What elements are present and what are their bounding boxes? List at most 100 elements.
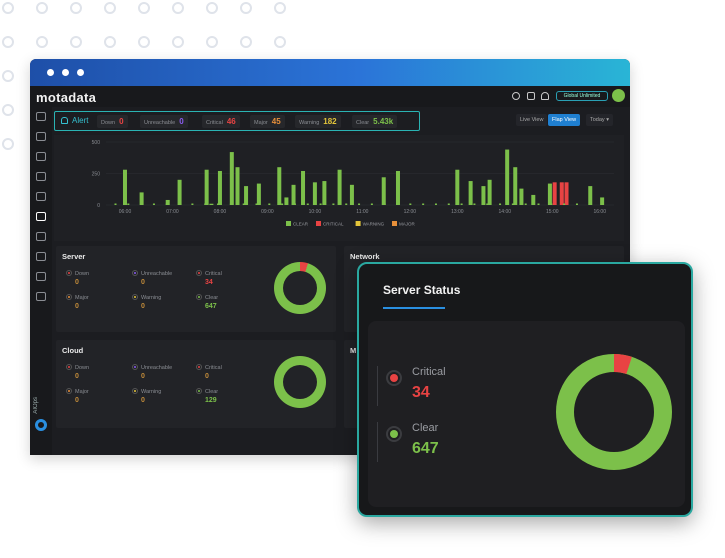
chart-icon[interactable]: [36, 152, 46, 161]
chart-bar: [217, 170, 222, 205]
time-range-select[interactable]: Today ▾: [586, 114, 613, 126]
bell-icon[interactable]: [541, 92, 549, 100]
background-dot: [2, 70, 14, 82]
window-dot: [77, 69, 84, 76]
stat-label: Warning: [141, 295, 162, 301]
alert-chip-warning[interactable]: Warning 182: [295, 115, 341, 128]
stat-label: Unreachable: [141, 365, 173, 371]
stat-value: 0: [75, 303, 79, 310]
background-dot: [172, 36, 184, 48]
stat-label: Major: [75, 389, 89, 395]
chart-bar-minor: [165, 203, 168, 205]
background-dot: [2, 104, 14, 116]
network-icon[interactable]: [36, 232, 46, 241]
chart-bar-minor: [127, 203, 130, 205]
legend-label: WARNING: [363, 222, 385, 227]
stat-critical[interactable]: Critical 0: [196, 364, 222, 380]
chart-bar-minor: [293, 203, 296, 205]
status-dot-icon: [66, 388, 72, 394]
background-dot: [36, 2, 48, 14]
y-tick-label: 500: [92, 140, 101, 146]
stat-down[interactable]: Down 0: [66, 270, 89, 286]
window-titlebar: [30, 59, 630, 86]
background-dot: [138, 2, 150, 14]
stat-major[interactable]: Major 0: [66, 388, 89, 404]
global-scope-button[interactable]: Global Unlimited: [556, 91, 608, 101]
stat-critical[interactable]: Critical 34: [196, 270, 222, 286]
sidebar: AIOps: [30, 107, 52, 455]
status-dot-icon: [66, 294, 72, 300]
live-view-button[interactable]: Live View: [516, 114, 548, 126]
stat-clear[interactable]: Clear 129: [196, 388, 218, 404]
alert-chip-down[interactable]: Down 0: [97, 115, 128, 128]
chart-bar: [481, 186, 486, 205]
settings-icon[interactable]: [36, 292, 46, 301]
chart-bar-minor: [306, 203, 309, 205]
aiops-icon[interactable]: [35, 419, 47, 431]
alert-summary-bar: Alert Down 0 Unreachable 0 Critical 46 Major 45…: [54, 111, 420, 131]
donut-hole: [283, 365, 317, 399]
stat-down[interactable]: Down 0: [66, 364, 89, 380]
x-tick-label: 15:00: [546, 209, 559, 215]
chart-bar: [513, 167, 518, 205]
stat-unreachable[interactable]: Unreachable 0: [132, 364, 172, 380]
alert-timeline-chart: 500 250 0 06:00 07:00 08:00 09:00 10:00 11:00 12:…: [54, 135, 624, 241]
chart-bar: [559, 182, 564, 205]
binoculars-icon[interactable]: [36, 252, 46, 261]
chart-bar: [284, 197, 289, 205]
report-icon[interactable]: [36, 272, 46, 281]
alert-icon[interactable]: [36, 212, 46, 221]
chart-bar: [505, 149, 510, 205]
legend-swatch: [392, 221, 397, 226]
chart-bar-minor: [422, 203, 425, 205]
chart-bar: [487, 179, 492, 205]
stat-value: 129: [205, 397, 217, 404]
stat-warning[interactable]: Warning 0: [132, 294, 161, 310]
chart-bar-minor: [563, 203, 566, 205]
monitor-icon[interactable]: [36, 132, 46, 141]
avatar[interactable]: [612, 89, 625, 102]
topology-icon[interactable]: [36, 192, 46, 201]
chart-bar: [547, 183, 552, 205]
alert-chip-unreachable[interactable]: Unreachable 0: [140, 115, 188, 128]
background-dot: [70, 36, 82, 48]
critical-label: Critical: [412, 366, 446, 378]
plug-icon[interactable]: [512, 92, 520, 100]
background-dot: [2, 36, 14, 48]
stat-unreachable[interactable]: Unreachable 0: [132, 270, 172, 286]
stat-label: Major: [75, 295, 89, 301]
alert-chip-critical[interactable]: Critical 46: [202, 115, 240, 128]
chart-bar-minor: [396, 203, 399, 205]
alert-chip-value: 5.43k: [373, 117, 394, 126]
stat-warning[interactable]: Warning 0: [132, 388, 161, 404]
status-donut-chart: [274, 262, 326, 314]
chart-bar-minor: [229, 203, 232, 205]
alert-chip-clear[interactable]: Clear 5.43k: [352, 115, 398, 128]
x-tick-label: 08:00: [214, 209, 227, 215]
legend-label: MAJOR: [399, 222, 416, 227]
alert-chip-value: 46: [226, 117, 236, 126]
document-icon[interactable]: [36, 172, 46, 181]
chart-bar-minor: [511, 203, 514, 205]
chart-bar-minor: [601, 203, 604, 205]
chart-bar-minor: [537, 203, 540, 205]
stat-label: Down: [75, 271, 90, 277]
stat-major[interactable]: Major 0: [66, 294, 89, 310]
aiops-label[interactable]: AIOps: [33, 397, 39, 414]
dashboard-icon[interactable]: [36, 112, 46, 121]
alert-chip-major[interactable]: Major 45: [250, 115, 285, 128]
chart-bar: [395, 170, 400, 205]
chart-bar: [600, 197, 605, 205]
clear-value: 647: [412, 440, 439, 457]
chart-bar: [301, 170, 306, 205]
divider: [377, 366, 378, 406]
logo[interactable]: motadata: [36, 90, 96, 105]
flap-view-button[interactable]: Flap View: [548, 114, 581, 126]
chart-bar-minor: [358, 203, 361, 205]
clipboard-icon[interactable]: [527, 92, 535, 100]
stat-value: 0: [141, 279, 145, 286]
alert-title: Alert: [61, 116, 88, 125]
stat-clear[interactable]: Clear 647: [196, 294, 218, 310]
background-dot: [274, 2, 286, 14]
stat-value: 0: [75, 397, 79, 404]
